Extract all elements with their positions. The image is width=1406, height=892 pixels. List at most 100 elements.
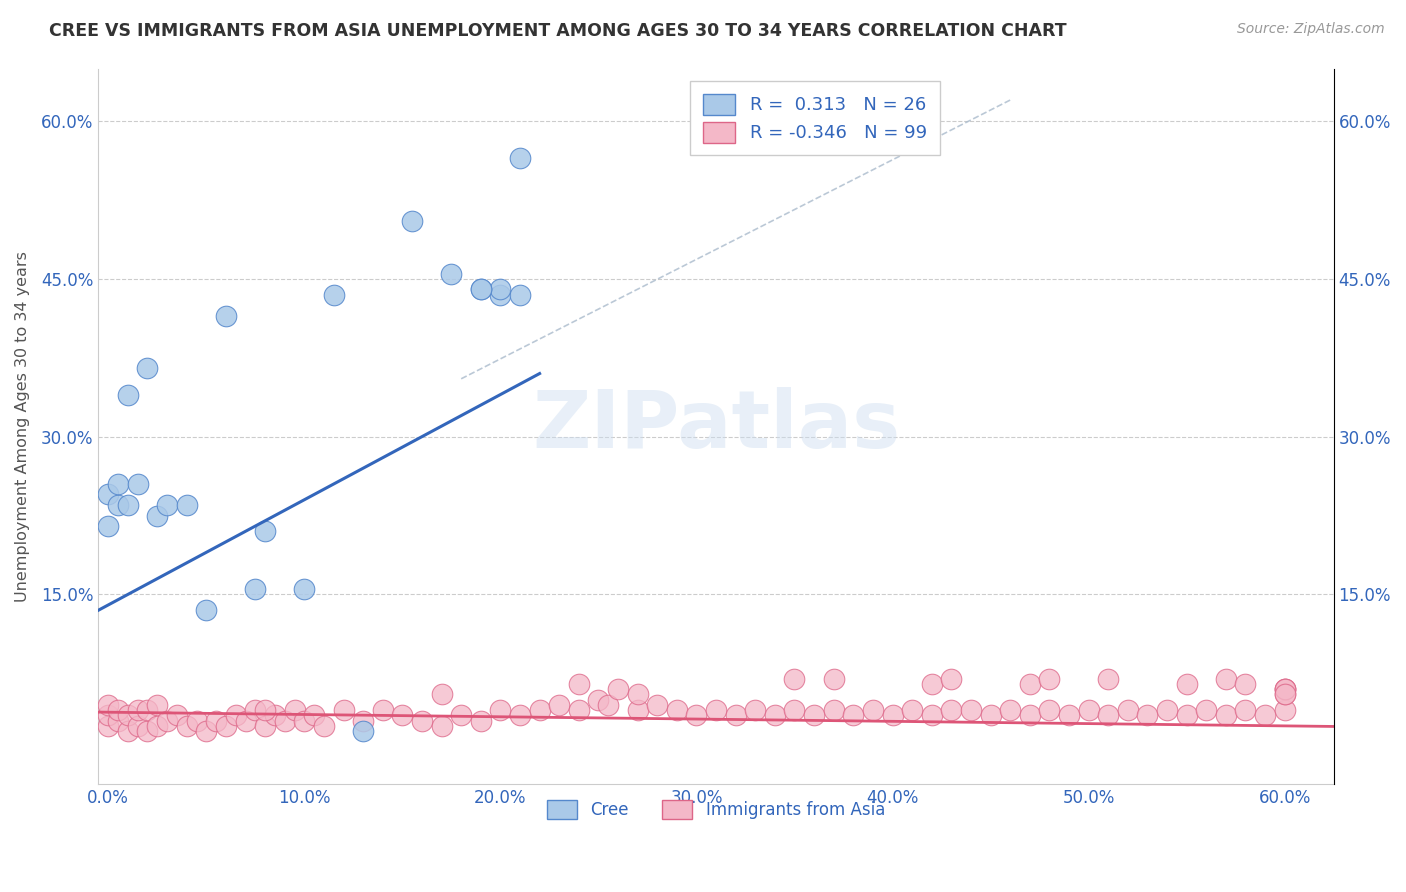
Point [509, 708, 531, 723]
Point [136, 361, 159, 376]
Point [97, 487, 120, 501]
Point [1156, 703, 1178, 717]
Point [1175, 708, 1198, 723]
Point [440, 267, 463, 281]
Point [117, 387, 139, 401]
Point [1274, 682, 1296, 697]
Point [489, 703, 512, 717]
Point [391, 708, 413, 723]
Point [136, 703, 159, 717]
Point [186, 714, 208, 728]
Point [292, 582, 315, 596]
Point [156, 498, 179, 512]
Point [302, 708, 325, 723]
Point [1018, 708, 1040, 723]
Point [529, 703, 551, 717]
Point [176, 498, 198, 512]
Point [470, 282, 492, 296]
Point [411, 714, 433, 728]
Point [470, 282, 492, 296]
Point [1274, 687, 1296, 701]
Point [107, 477, 129, 491]
Point [127, 477, 149, 491]
Point [1254, 708, 1277, 723]
Point [166, 708, 188, 723]
Point [941, 703, 963, 717]
Point [195, 603, 218, 617]
Point [127, 719, 149, 733]
Point [509, 287, 531, 301]
Point [1097, 708, 1119, 723]
Point [1038, 703, 1060, 717]
Point [1195, 703, 1218, 717]
Point [509, 151, 531, 165]
Point [744, 703, 766, 717]
Point [430, 687, 453, 701]
Point [450, 708, 472, 723]
Point [665, 703, 688, 717]
Text: ZIPatlas: ZIPatlas [531, 387, 900, 465]
Point [264, 708, 287, 723]
Point [352, 724, 374, 739]
Point [1175, 677, 1198, 691]
Point [352, 714, 374, 728]
Point [568, 677, 591, 691]
Point [156, 714, 179, 728]
Point [97, 719, 120, 733]
Point [1097, 672, 1119, 686]
Point [322, 287, 344, 301]
Point [783, 672, 806, 686]
Point [1215, 672, 1237, 686]
Point [704, 703, 727, 717]
Point [823, 703, 845, 717]
Point [1234, 703, 1257, 717]
Point [1215, 708, 1237, 723]
Point [245, 582, 267, 596]
Text: Source: ZipAtlas.com: Source: ZipAtlas.com [1237, 22, 1385, 37]
Point [607, 682, 630, 697]
Point [312, 719, 335, 733]
Point [146, 719, 169, 733]
Point [980, 708, 1002, 723]
Point [1274, 682, 1296, 697]
Point [489, 287, 512, 301]
Point [921, 677, 943, 691]
Point [225, 708, 247, 723]
Point [430, 719, 453, 733]
Point [235, 714, 257, 728]
Point [1057, 708, 1080, 723]
Point [1018, 677, 1040, 691]
Point [783, 703, 806, 717]
Point [1274, 703, 1296, 717]
Point [627, 687, 650, 701]
Point [921, 708, 943, 723]
Point [215, 309, 238, 323]
Point [254, 703, 277, 717]
Point [107, 498, 129, 512]
Point [254, 524, 277, 539]
Point [627, 703, 650, 717]
Point [117, 724, 139, 739]
Point [97, 519, 120, 533]
Point [842, 708, 865, 723]
Point [283, 703, 305, 717]
Point [136, 724, 159, 739]
Point [205, 714, 228, 728]
Point [146, 698, 169, 712]
Point [598, 698, 620, 712]
Point [568, 703, 591, 717]
Point [882, 708, 904, 723]
Point [685, 708, 707, 723]
Point [274, 714, 297, 728]
Point [292, 714, 315, 728]
Point [803, 708, 825, 723]
Point [960, 703, 983, 717]
Y-axis label: Unemployment Among Ages 30 to 34 years: Unemployment Among Ages 30 to 34 years [15, 251, 30, 601]
Point [1234, 677, 1257, 691]
Point [117, 498, 139, 512]
Point [1274, 682, 1296, 697]
Point [117, 708, 139, 723]
Point [127, 703, 149, 717]
Point [1038, 672, 1060, 686]
Point [645, 698, 668, 712]
